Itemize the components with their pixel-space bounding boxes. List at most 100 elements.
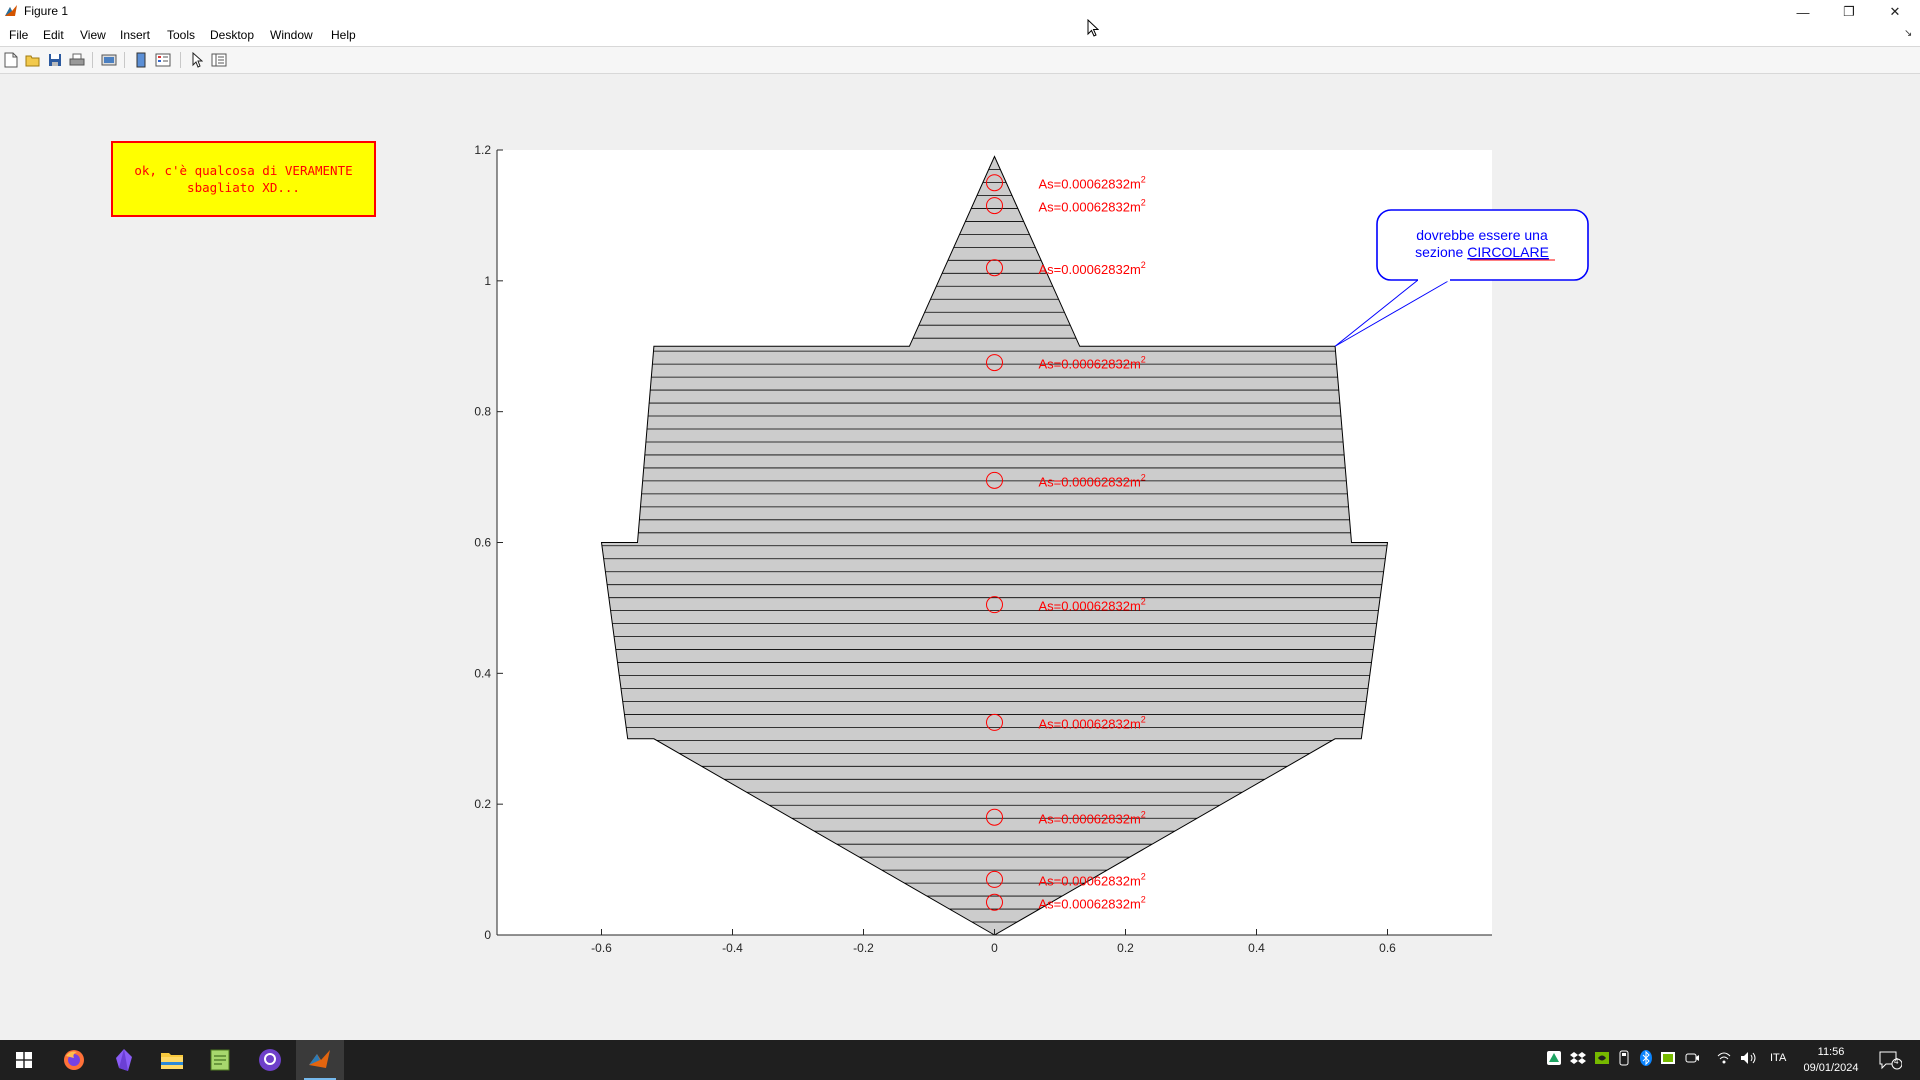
y-tick-label: 0.6 <box>474 536 491 550</box>
rebar-marker <box>986 197 1003 215</box>
github-desktop-icon[interactable] <box>246 1040 294 1080</box>
new-figure-icon[interactable] <box>2 51 20 69</box>
y-tick-label: 1 <box>484 274 491 288</box>
rebar-label-text: As=0.00062832m <box>1039 896 1141 911</box>
callout-text-line1: dovrebbe essere una <box>1416 227 1548 243</box>
rebar-label-text: As=0.00062832m <box>1039 716 1141 731</box>
volume-icon[interactable] <box>1740 1050 1758 1069</box>
menu-help[interactable]: Help <box>331 28 356 42</box>
callout-leader <box>1334 279 1419 347</box>
obsidian-icon[interactable] <box>100 1040 148 1080</box>
rebar-label-text: As=0.00062832m <box>1039 357 1141 372</box>
x-tick-label: 0.4 <box>1248 941 1265 955</box>
rebar-marker <box>986 596 1003 614</box>
nvidia-icon[interactable] <box>1594 1050 1610 1069</box>
property-editor-icon[interactable] <box>210 51 228 69</box>
callout-text-line2: sezione CIRCOLARE <box>1415 244 1549 260</box>
rebar-label: As=0.00062832m2 <box>1039 355 1146 372</box>
rebar-label: As=0.00062832m2 <box>1039 894 1146 911</box>
axes: -0.6 -0.4 -0.2 0 0.2 0.4 0.6 0 0.2 0.4 0.6 0.8 1 1.2 <box>474 143 1492 955</box>
rebar-label-text: As=0.00062832m <box>1039 873 1141 888</box>
save-icon[interactable] <box>46 51 64 69</box>
callout-leader <box>1334 279 1451 347</box>
keyboard-language[interactable]: ITA <box>1770 1052 1787 1064</box>
open-file-icon[interactable] <box>24 51 42 69</box>
mouse-cursor-icon <box>1087 19 1099 37</box>
bluetooth-icon[interactable] <box>1640 1050 1652 1069</box>
menu-edit[interactable]: Edit <box>43 28 64 42</box>
file-explorer-icon[interactable] <box>148 1040 196 1080</box>
window-title: Figure 1 <box>24 4 69 18</box>
callout-bubble[interactable] <box>1376 209 1589 281</box>
figure-toolbar <box>0 46 1920 74</box>
rebar-label-text: As=0.00062832m <box>1039 599 1141 614</box>
notepad-plus-icon[interactable] <box>196 1040 244 1080</box>
y-tick-label: 0.2 <box>474 797 491 811</box>
rebar-label: As=0.00062832m2 <box>1039 714 1146 731</box>
rebar-label-exponent: 2 <box>1141 894 1146 904</box>
rebar-marker <box>986 893 1003 911</box>
google-drive-icon[interactable] <box>1546 1050 1562 1069</box>
rebar-label: As=0.00062832m2 <box>1039 809 1146 826</box>
usb-device-icon[interactable] <box>1618 1050 1630 1069</box>
rebar-marker <box>986 259 1003 277</box>
rebar-group: As=0.00062832m2As=0.00062832m2As=0.00062… <box>986 174 1146 911</box>
menu-window[interactable]: Window <box>270 28 313 42</box>
rebar-label-text: As=0.00062832m <box>1039 811 1141 826</box>
menu-desktop[interactable]: Desktop <box>210 28 255 42</box>
colorbar-icon[interactable] <box>132 51 150 69</box>
rebar-label-text: As=0.00062832m <box>1039 262 1141 277</box>
y-tick-label: 0 <box>484 928 491 942</box>
rebar-label-exponent: 2 <box>1141 198 1146 208</box>
rebar-label: As=0.00062832m2 <box>1039 260 1146 277</box>
wifi-icon[interactable] <box>1716 1050 1732 1069</box>
print-icon[interactable] <box>68 51 86 69</box>
minimize-button[interactable]: — <box>1796 4 1810 20</box>
pointer-icon[interactable] <box>188 51 206 69</box>
print-preview-icon[interactable] <box>100 51 118 69</box>
rebar-label: As=0.00062832m2 <box>1039 597 1146 614</box>
action-center-icon[interactable]: 4 <box>1878 1050 1903 1075</box>
matlab-icon[interactable] <box>296 1040 344 1080</box>
onedrive-meet-icon[interactable] <box>1684 1050 1700 1069</box>
rebar-label-text: As=0.00062832m <box>1039 177 1141 192</box>
figure-canvas: As=0.00062832m2As=0.00062832m2As=0.00062… <box>474 143 1589 955</box>
y-tick-label: 1.2 <box>474 143 491 157</box>
close-button[interactable]: ✕ <box>1889 4 1901 19</box>
firefox-icon[interactable] <box>50 1040 98 1080</box>
legend-icon[interactable] <box>154 51 172 69</box>
dropbox-icon[interactable] <box>1570 1050 1586 1069</box>
menu-insert[interactable]: Insert <box>120 28 151 42</box>
x-tick-label: 0.6 <box>1379 941 1396 955</box>
x-tick-label: -0.6 <box>591 941 612 955</box>
rebar-marker <box>986 354 1003 372</box>
rebar-marker <box>986 713 1003 731</box>
x-tick-label: 0.2 <box>1117 941 1134 955</box>
rebar-label-exponent: 2 <box>1141 714 1146 724</box>
nvidia-settings-icon[interactable] <box>1660 1050 1676 1069</box>
clock[interactable]: 11:56 09/01/2024 <box>1795 1044 1867 1076</box>
windows-taskbar: ITA 11:56 09/01/2024 4 <box>0 1040 1920 1080</box>
rebar-label-exponent: 2 <box>1141 871 1146 881</box>
section-outline <box>600 155 1389 936</box>
dock-arrow-icon[interactable]: ↘ <box>1904 28 1913 39</box>
rebar-label-exponent: 2 <box>1141 809 1146 819</box>
rebar-label-exponent: 2 <box>1141 472 1146 482</box>
yellow-annotation-box[interactable]: ok, c'è qualcosa di VERAMENTE sbagliato … <box>111 141 376 217</box>
callout-emphasis: CIRCOLARE <box>1467 244 1549 260</box>
restore-button[interactable]: ❐ <box>1843 4 1855 19</box>
title-bar: Figure 1 — ❐ ✕ <box>0 0 1920 24</box>
windows-start-icon[interactable] <box>0 1040 48 1080</box>
rebar-label-exponent: 2 <box>1141 260 1146 270</box>
rebar-label-text: As=0.00062832m <box>1039 200 1141 215</box>
clock-date: 09/01/2024 <box>1803 1062 1859 1074</box>
rebar-marker <box>986 471 1003 489</box>
menu-file[interactable]: File <box>9 28 29 42</box>
rebar-marker <box>986 870 1003 888</box>
x-tick-label: 0 <box>991 941 998 955</box>
menu-tools[interactable]: Tools <box>167 28 196 42</box>
callout-prefix: sezione <box>1415 244 1467 260</box>
menu-view[interactable]: View <box>80 28 106 42</box>
rebar-label-exponent: 2 <box>1141 597 1146 607</box>
toolbar-separator <box>92 52 93 68</box>
